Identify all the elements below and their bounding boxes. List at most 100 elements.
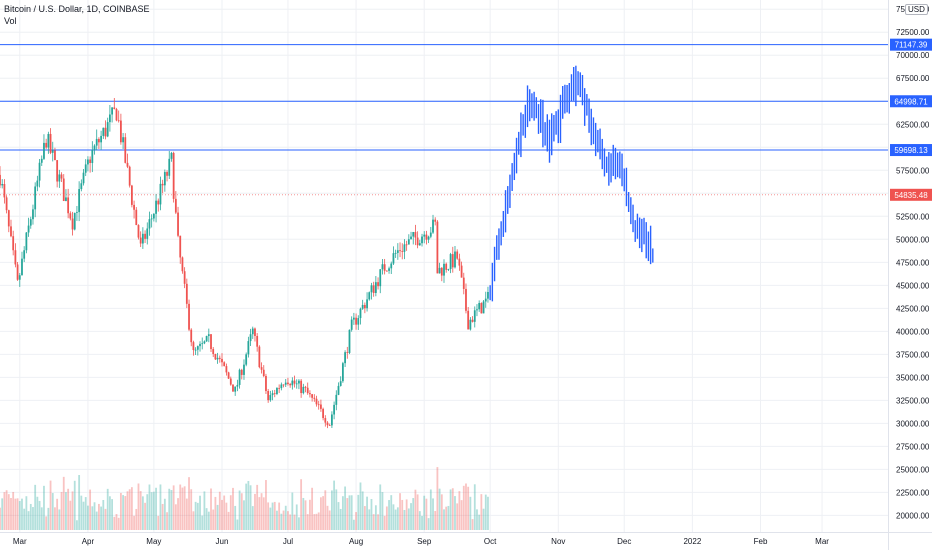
time-axis[interactable]: Mar Apr May Jun Jul Aug Sep Oct Nov Dec 2022 Feb Mar [0,532,932,547]
projection-bars[interactable] [489,65,654,302]
candle-body [366,299,368,309]
candle-body [14,250,17,265]
symbol-title[interactable]: Bitcoin / U.S. Dollar, 1D, COINBASE [4,4,150,14]
volume-bar [106,488,109,530]
candle-body [71,218,74,230]
candle-body [454,251,456,268]
x-tick-label: Sep [417,537,432,546]
volume-bar [482,508,485,530]
candle-body [119,120,122,143]
volume-bar [111,499,113,530]
candle-body [43,142,45,159]
volume-bar [447,505,450,530]
volume-bar [372,514,375,530]
candle-body [476,309,478,311]
volume-bar [280,513,283,530]
candle-body [157,200,160,205]
volume-bar [183,486,186,530]
candle-body [484,298,487,302]
volume-bar [221,499,223,530]
volume-bar [150,492,153,530]
volume-bar [454,496,456,530]
x-tick-label: Jul [283,537,293,546]
volume-bar [38,500,41,530]
volume-bar [291,492,294,530]
volume-bar [438,488,441,530]
candle-body [293,380,296,384]
volume-bar [478,514,481,530]
candle-body [109,114,111,123]
volume-bar [392,504,395,530]
volume-bar [205,508,208,530]
volume-bar [185,498,188,530]
price-level-label: 59698.13 [894,146,928,155]
candle-body [438,267,441,274]
candle-body [368,292,371,300]
candle-body [256,335,259,347]
volume-bar [357,494,360,530]
volume-bar [311,487,314,530]
horizontal-levels[interactable] [0,44,888,196]
volume-bar [434,511,437,530]
candle-body [177,212,179,236]
volume-bar [295,504,298,530]
volume-bar [238,490,241,530]
candle-body [304,386,307,388]
candle-body [91,149,94,164]
y-tick-label: 37500.00 [896,350,930,359]
candle-body [1,183,4,186]
candle-body [401,251,404,252]
volume-bar [199,495,201,530]
candle-body [185,283,188,304]
volume-bar [262,497,265,530]
candle-body [249,334,252,342]
candle-body [381,264,384,270]
candle-body [7,210,10,227]
candle-body [25,232,28,251]
volume-bar [282,510,285,530]
volume-bar [80,495,83,530]
candle-body [159,183,162,205]
candle-body [328,425,331,426]
currency-selector[interactable]: USD [905,4,928,15]
volume-bar [155,487,157,530]
candle-body [234,386,237,392]
volume-bar [82,501,85,530]
volume-bar [25,496,28,530]
candle-body [80,183,83,190]
candle-body [67,197,70,214]
volume-bar [117,517,120,530]
y-tick-label: 40000.00 [896,327,930,336]
volume-bar [23,508,26,530]
candle-body [216,357,219,360]
volume-bar [166,512,168,530]
candle-body [240,369,243,375]
candle-body [357,318,360,325]
y-tick-label: 35000.00 [896,373,930,382]
volume-bar [7,494,10,530]
volume-bar [91,506,94,530]
volume-bar [368,509,371,530]
candle-body [348,329,351,353]
volume-bar [190,489,193,530]
price-level-label: 64998.71 [894,97,928,106]
candle-body [218,357,221,359]
volume-bar [443,509,445,530]
candle-body [133,204,135,210]
candle-body [58,174,61,182]
volume-bar [456,503,459,530]
volume-bar [465,483,467,530]
candle-body [148,219,151,229]
volume-bar [331,490,333,530]
candle-body [418,243,421,246]
candle-body [174,198,177,213]
candle-body [258,346,261,368]
volume-bar [326,505,329,530]
volume-bar [339,508,342,530]
volume-bar [480,494,483,530]
candle-body [361,304,364,309]
volume-bar [251,506,254,530]
candle-body [84,164,87,173]
volume-bar [12,491,15,530]
